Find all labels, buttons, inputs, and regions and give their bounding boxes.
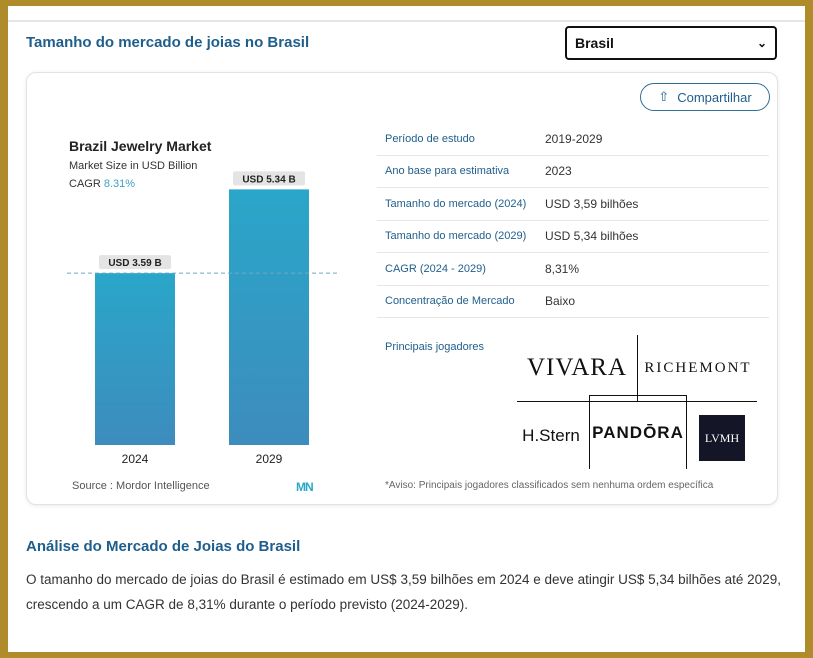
chart-cagr-value: 8.31% — [103, 178, 136, 190]
stat-label: CAGR (2024 - 2029) — [385, 262, 486, 275]
data-label: USD 3.59 B — [108, 258, 161, 269]
stat-value: USD 5,34 bilhões — [545, 229, 639, 244]
pandora-logo: PANDŌRA — [589, 395, 687, 469]
stat-label: Ano base para estimativa — [385, 165, 510, 178]
stat-label: Concentração de Mercado — [385, 295, 515, 308]
logo-divider — [517, 401, 757, 402]
source-value: Mordor Intelligence — [116, 480, 210, 492]
share-button[interactable]: ⇧ Compartilhar — [640, 83, 770, 111]
chart-title: Brazil Jewelry Market — [69, 138, 212, 154]
vivara-logo: VIVARA — [527, 354, 627, 381]
stat-row: Tamanho do mercado (2024) USD 3,59 bilhõ… — [377, 188, 769, 221]
market-snapshot-card: USD 3.59 B 2024 USD 5.34 B 2029 Brazil Jewe… — [26, 72, 778, 505]
stat-label: Tamanho do mercado (2029) — [385, 230, 527, 243]
share-button-label: Compartilhar — [677, 89, 752, 105]
stat-value: 8,31% — [545, 261, 580, 276]
chart-panel: USD 3.59 B 2024 USD 5.34 B 2029 Brazil Jewe… — [39, 83, 361, 499]
bar-2029 — [229, 189, 309, 445]
stat-row: Período de estudo 2019-2029 — [377, 123, 769, 156]
x-tick-label: 2029 — [256, 452, 283, 466]
source-label: Source : — [72, 480, 113, 492]
players-logos: VIVARA RICHEMONT H.Stern PANDŌRA LVMH — [517, 335, 757, 469]
chevron-down-icon: ⌄ — [756, 36, 767, 50]
data-label: USD 5.34 B — [242, 174, 295, 185]
market-stats-table: Período de estudo 2019-2029 Ano base par… — [377, 123, 769, 318]
share-upload-icon: ⇧ — [658, 89, 670, 104]
stat-row: Concentração de Mercado Baixo — [377, 286, 769, 318]
data-label-bg — [99, 255, 171, 270]
players-label: Principais jogadores — [385, 341, 485, 353]
stat-value: 2019-2029 — [545, 131, 603, 146]
stat-label: Tamanho do mercado (2024) — [385, 197, 527, 210]
lvmh-logo: LVMH — [699, 415, 745, 461]
country-select[interactable]: Brasil ⌄ — [565, 26, 777, 60]
stat-row: Tamanho do mercado (2029) USD 5,34 bilhõ… — [377, 221, 769, 253]
stat-label: Período de estudo — [385, 132, 475, 145]
chart-cagr-label: CAGR — [69, 178, 101, 190]
stat-value: Baixo — [545, 294, 576, 309]
richemont-logo: RICHEMONT — [644, 359, 752, 376]
stat-row: CAGR (2024 - 2029) 8,31% — [377, 253, 769, 286]
stat-value: 2023 — [545, 164, 572, 179]
mordor-logo-icon: MN — [296, 480, 314, 494]
stat-row: Ano base para estimativa 2023 — [377, 156, 769, 188]
chart-subtitle: Market Size in USD Billion — [69, 160, 198, 172]
country-select-value: Brasil — [575, 35, 614, 51]
hstern-logo: H.Stern — [522, 426, 580, 445]
logo-divider — [637, 335, 638, 401]
data-label-bg — [233, 171, 305, 186]
analysis-text: O tamanho do mercado de joias do Brasil … — [26, 572, 781, 612]
x-tick-label: 2024 — [122, 452, 149, 466]
page-frame: Tamanho do mercado de joias no Brasil Br… — [8, 6, 805, 652]
top-divider — [8, 20, 805, 22]
chart-cagr: CAGR 8.31% — [69, 178, 135, 190]
analysis-title: Análise do Mercado de Joias do Brasil — [26, 538, 301, 555]
bar-2024 — [95, 273, 175, 445]
players-disclaimer: *Aviso: Principais jogadores classificad… — [385, 480, 714, 491]
stat-value: USD 3,59 bilhões — [545, 196, 639, 211]
chart-source: Source : Mordor Intelligence — [72, 480, 210, 492]
page-title: Tamanho do mercado de joias no Brasil — [26, 34, 310, 51]
bar-chart: USD 3.59 B 2024 USD 5.34 B 2029 — [67, 171, 339, 466]
